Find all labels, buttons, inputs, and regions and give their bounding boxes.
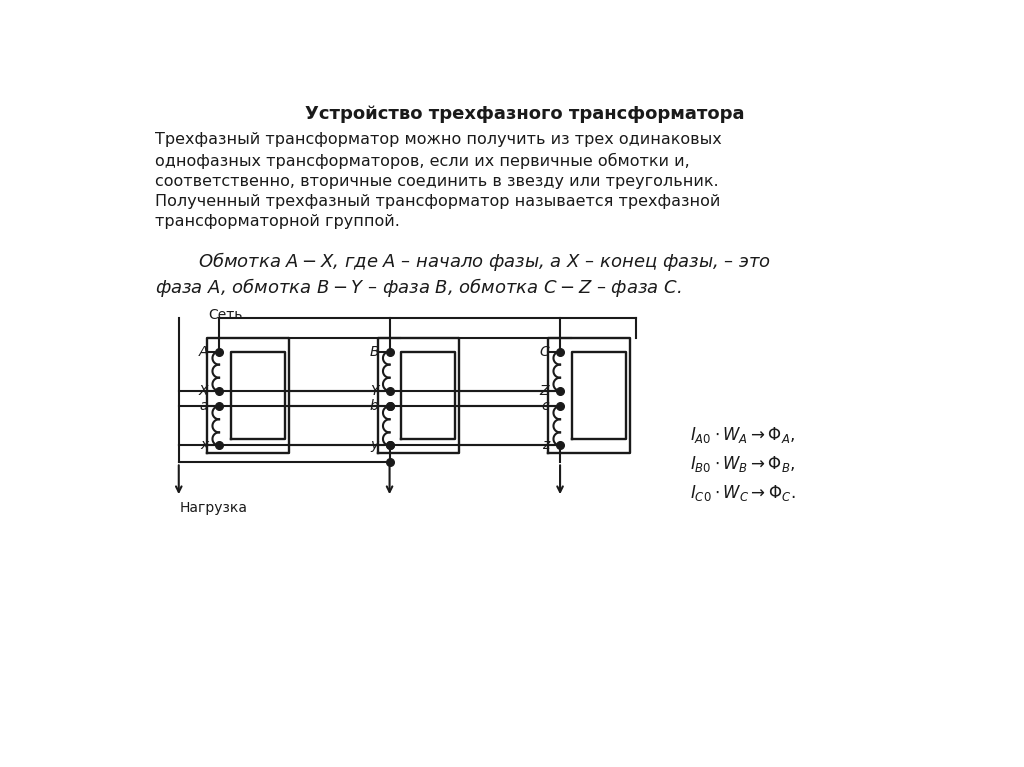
Text: $I_{C0} \cdot W_C \rightarrow \Phi_C.$: $I_{C0} \cdot W_C \rightarrow \Phi_C.$ xyxy=(690,483,796,503)
Text: b: b xyxy=(370,399,379,413)
Text: Z: Z xyxy=(540,384,549,398)
Text: B: B xyxy=(370,344,379,358)
Text: Устройство трехфазного трансформатора: Устройство трехфазного трансформатора xyxy=(305,105,744,123)
Text: y: y xyxy=(371,439,379,453)
Text: C: C xyxy=(540,344,549,358)
Text: z: z xyxy=(542,439,549,453)
Text: X: X xyxy=(199,384,208,398)
Text: $I_{B0} \cdot W_B \rightarrow \Phi_B,$: $I_{B0} \cdot W_B \rightarrow \Phi_B,$ xyxy=(690,454,796,474)
Text: a: a xyxy=(200,399,208,413)
Text: Нагрузка: Нагрузка xyxy=(179,501,248,515)
Text: $I_{A0} \cdot W_A \rightarrow \Phi_A,$: $I_{A0} \cdot W_A \rightarrow \Phi_A,$ xyxy=(690,425,796,445)
Text: Трехфазный трансформатор можно получить из трех одинаковых
однофазных трансформа: Трехфазный трансформатор можно получить … xyxy=(155,132,722,229)
Text: Y: Y xyxy=(371,384,379,398)
Text: Обмотка $A-X$, где $A$ – начало фазы, а $X$ – конец фазы, – это: Обмотка $A-X$, где $A$ – начало фазы, а … xyxy=(198,250,771,273)
Text: x: x xyxy=(200,439,208,453)
Text: c: c xyxy=(542,399,549,413)
Text: Сеть: Сеть xyxy=(208,308,243,322)
Text: фаза $A$, обмотка $B-Y$ – фаза $B$, обмотка $C-Z$ – фаза $C$.: фаза $A$, обмотка $B-Y$ – фаза $B$, обмо… xyxy=(155,276,682,299)
Text: A: A xyxy=(199,344,208,358)
